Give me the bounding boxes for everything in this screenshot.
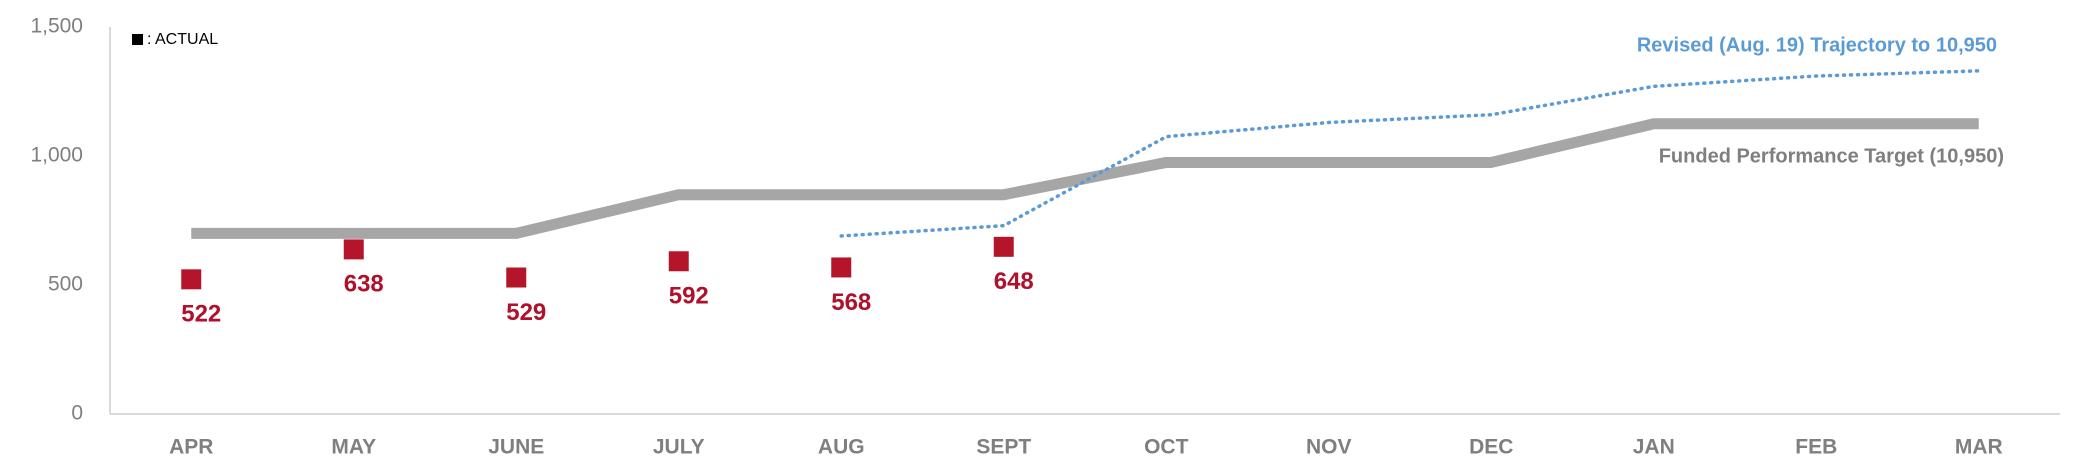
- data-label: 592: [669, 283, 709, 310]
- actual-marker: [343, 239, 364, 260]
- actual-marker: [181, 269, 202, 290]
- y-tick-label: 0: [71, 402, 83, 425]
- actual-marker: [831, 257, 852, 278]
- x-tick-label: JAN: [1633, 436, 1675, 459]
- x-tick-label: FEB: [1795, 436, 1837, 459]
- y-tick-label: 1,000: [30, 144, 83, 167]
- y-tick-label: 1,500: [30, 15, 83, 38]
- y-tick-label: 500: [48, 273, 83, 296]
- x-tick-label: OCT: [1144, 436, 1189, 459]
- x-tick-label: JULY: [653, 436, 705, 459]
- x-tick-label: SEPT: [976, 436, 1031, 459]
- series-label: Funded Performance Target (10,950): [1659, 145, 2004, 167]
- legend-swatch: [132, 34, 143, 45]
- x-tick-label: JUNE: [488, 436, 544, 459]
- x-tick-label: MAY: [331, 436, 376, 459]
- data-label: 648: [994, 268, 1034, 295]
- actual-marker: [668, 251, 689, 272]
- data-label: 522: [181, 301, 221, 328]
- trajectory-line: [839, 69, 1981, 238]
- target-line: [191, 118, 1979, 239]
- legend-label: : ACTUAL: [147, 31, 218, 48]
- x-tick-label: AUG: [818, 436, 865, 459]
- data-label: 638: [344, 271, 384, 298]
- x-tick-label: DEC: [1469, 436, 1513, 459]
- x-tick-label: NOV: [1306, 436, 1352, 459]
- actual-marker: [993, 236, 1014, 257]
- x-tick-label: MAR: [1955, 436, 2003, 459]
- data-label: 568: [831, 289, 871, 316]
- x-tick-label: APR: [169, 436, 213, 459]
- data-label: 529: [506, 299, 546, 326]
- series-label: Revised (Aug. 19) Trajectory to 10,950: [1637, 34, 1997, 56]
- actual-marker: [506, 267, 527, 288]
